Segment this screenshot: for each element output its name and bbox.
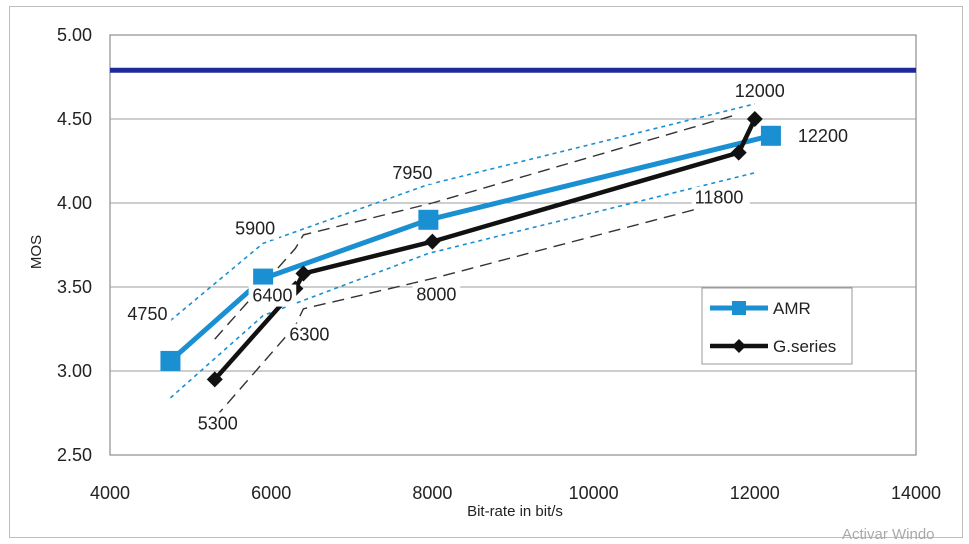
legend: AMR G.series [701, 287, 853, 365]
point-label-bg [794, 124, 853, 147]
confidence-band-upper-0 [169, 103, 755, 322]
marker-diamond [206, 371, 223, 388]
grid-lines [110, 118, 916, 372]
x-tick-label: 12000 [730, 483, 780, 503]
y-tick-label: 4.50 [57, 109, 92, 129]
point-label-bg [123, 302, 172, 325]
point-label: 11800 [695, 188, 744, 208]
legend-label: AMR [773, 299, 811, 318]
confidence-band-lower-1 [214, 197, 739, 419]
point-label-bg [248, 284, 297, 307]
marker-square [160, 350, 181, 371]
marker-diamond [424, 233, 441, 250]
x-tick-label: 6000 [251, 483, 291, 503]
point-labels: 4750 5900 7950 12200 5300 6300 6400 8000 11800 12… [123, 80, 853, 435]
point-label-bg [412, 283, 461, 306]
point-label: 5300 [198, 413, 238, 433]
marker-diamond [295, 265, 312, 282]
point-label: 6300 [289, 325, 329, 345]
x-tick-label: 8000 [412, 483, 452, 503]
y-tick-labels: 2.50 3.00 3.50 4.00 4.50 5.00 [57, 25, 92, 465]
point-label-bg [193, 412, 242, 435]
marker-diamond [746, 111, 763, 127]
marker-square [418, 209, 439, 230]
x-tick-label: 10000 [569, 483, 619, 503]
point-label-bg [388, 161, 437, 184]
legend-label: G.series [773, 337, 836, 356]
marker-square [253, 268, 274, 289]
point-label-bg [285, 323, 334, 346]
point-label: 5900 [235, 219, 275, 239]
watermark-text: Activar Windo [842, 526, 935, 543]
legend-marker-square [732, 301, 746, 315]
legend-box [701, 287, 853, 365]
x-tick-label: 14000 [891, 483, 941, 503]
point-label-bg [730, 80, 789, 102]
y-tick-label: 2.50 [57, 445, 92, 465]
x-tick-labels: 4000 6000 8000 10000 12000 14000 [90, 483, 941, 503]
legend-marker-diamond [732, 339, 746, 353]
chart-frame [9, 6, 963, 538]
point-label: 8000 [416, 285, 456, 305]
series-markers [160, 111, 781, 388]
point-label: 7950 [392, 163, 432, 183]
y-tick-label: 5.00 [57, 25, 92, 45]
y-tick-label: 3.00 [57, 361, 92, 381]
series-line-0 [167, 133, 774, 364]
y-tick-label: 3.50 [57, 277, 92, 297]
point-label: 6400 [252, 286, 292, 306]
x-tick-label: 4000 [90, 483, 130, 503]
point-label-bg [691, 186, 750, 209]
x-axis-title: Bit-rate in bit/s [467, 503, 563, 520]
marker-square [760, 125, 781, 146]
point-label: 12200 [798, 126, 848, 146]
y-tick-label: 4.00 [57, 193, 92, 213]
y-axis-title: MOS [28, 235, 45, 269]
plot-area [109, 34, 917, 456]
point-label: 12000 [735, 81, 785, 101]
point-label: 4750 [127, 304, 167, 324]
point-label-bg [231, 217, 279, 240]
marker-diamond [730, 144, 747, 161]
